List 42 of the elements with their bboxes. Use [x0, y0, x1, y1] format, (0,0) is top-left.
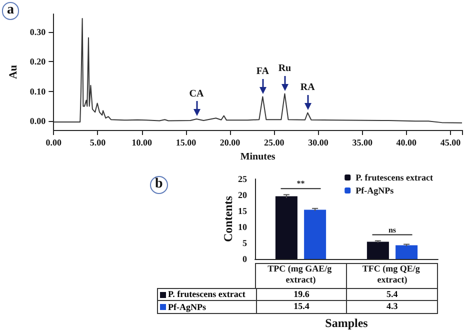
y-tick-label: 0.20: [30, 56, 46, 67]
text: Pf-AgNPs: [168, 302, 206, 312]
annotation: RA: [300, 82, 316, 94]
y-tick-label: 0.00: [30, 116, 46, 126]
y-tick-label: 0.10: [30, 86, 46, 96]
x-tick-label: 0.00: [46, 138, 62, 148]
y-tick-label: 25: [238, 174, 248, 184]
y-tick-label: 10: [238, 222, 248, 232]
annotation: FA: [256, 66, 270, 78]
y-tick-label: 15: [238, 206, 248, 216]
y-tick-label: 20: [238, 190, 248, 200]
legend-label: P. frutescens extract: [356, 172, 434, 182]
x-tick-label: 30.00: [308, 138, 329, 148]
x-tick-label: 5.00: [90, 138, 106, 148]
annotation: CA: [189, 88, 205, 100]
annotation: Ru: [278, 63, 292, 74]
data-label: 4.3: [386, 301, 399, 313]
x-tick-label: 20.00: [220, 138, 241, 148]
y-tick-label: 0.30: [30, 26, 46, 37]
y-axis-title: Contents: [221, 196, 236, 242]
data-label: 15.4: [256, 301, 348, 313]
y-axis-title: Au: [8, 64, 20, 80]
chart-title: a: [7, 2, 14, 18]
x-tick-label: 45.00: [440, 138, 462, 148]
legend-label: Pf-AgNPs: [356, 186, 394, 196]
data-label: 19.6: [256, 289, 348, 300]
data-label: 5.4: [386, 289, 399, 300]
x-tick-label: TPC (mg GAE/g extract): [268, 264, 334, 284]
x-tick-label: 25.00: [264, 138, 285, 148]
text: P. frutescens extract: [168, 289, 246, 299]
x-axis-title: Samples: [325, 316, 368, 330]
annotation: ns: [388, 225, 396, 234]
y-tick-label: 5: [242, 238, 248, 248]
annotation: **: [296, 179, 305, 188]
x-axis-title: Minutes: [240, 152, 276, 162]
x-tick-label: 10.00: [132, 138, 152, 148]
x-tick-label: 15.00: [176, 138, 197, 148]
x-tick-label: TFC (mg QE/g extract): [362, 264, 422, 284]
y-tick-label: 0: [242, 254, 248, 264]
chart-title: b: [155, 176, 163, 192]
x-tick-label: 40.00: [396, 138, 418, 148]
x-tick-label: 35.00: [352, 138, 373, 148]
